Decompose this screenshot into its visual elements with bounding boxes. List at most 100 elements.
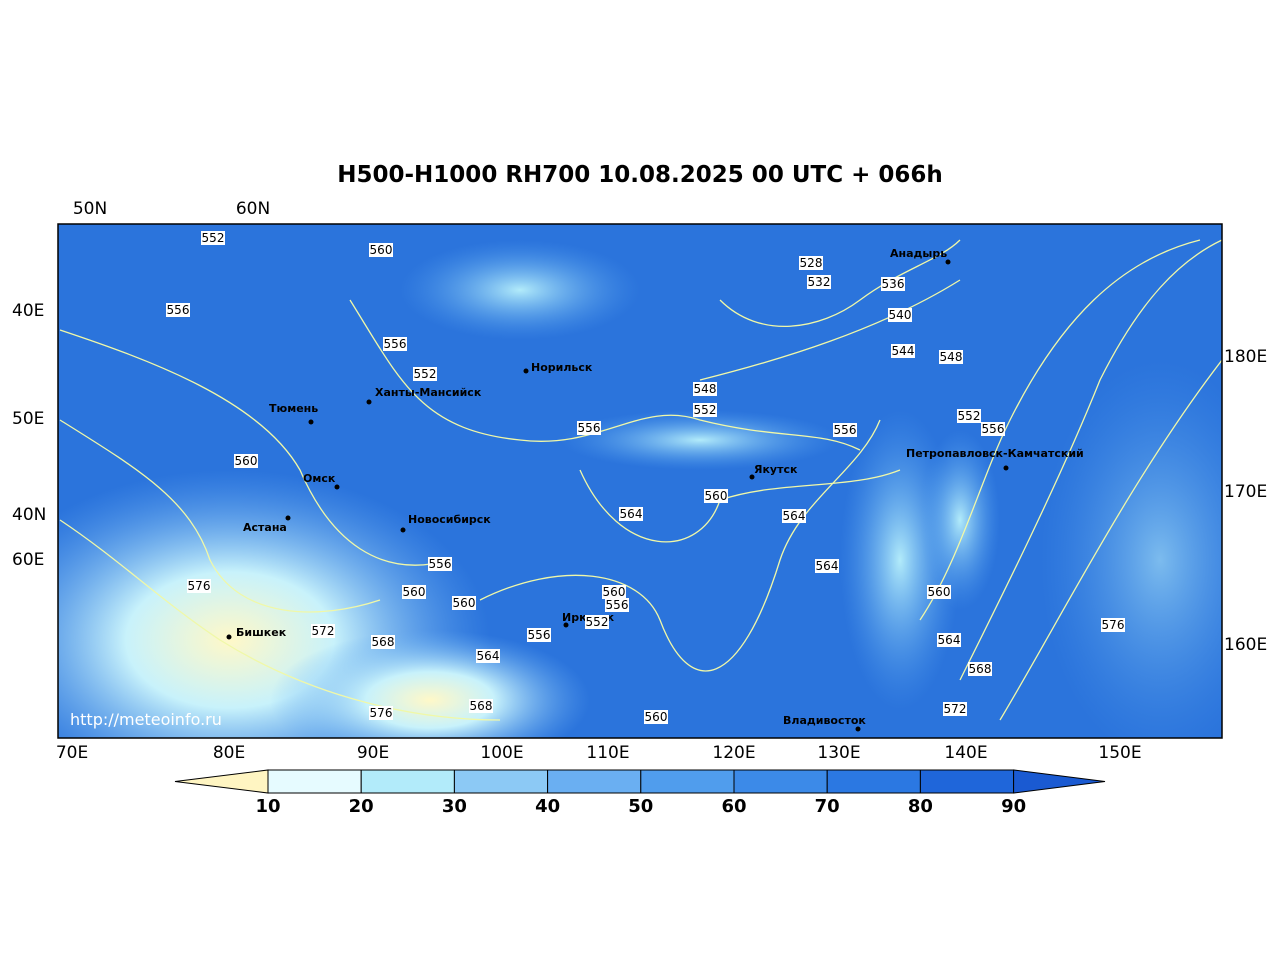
coord-label: 60N [236, 199, 270, 219]
contour-label-bg [815, 559, 839, 573]
contour-label-bg [968, 662, 992, 676]
colorbar-segment [826, 769, 921, 794]
contour-label-bg [605, 598, 629, 612]
contour-label-bg [383, 337, 407, 351]
coord-label: 150E [1098, 743, 1141, 763]
city-label: Ханты-Мансийск [375, 386, 482, 399]
map-frame [57, 223, 1223, 739]
colorbar-segment [453, 769, 549, 794]
contour-label: 552 [202, 231, 225, 245]
contour-label: 556 [834, 423, 857, 437]
contour-label-bg [577, 421, 601, 435]
contour-label: 552 [694, 403, 717, 417]
city-label: Астана [243, 521, 287, 534]
contour-label: 540 [889, 308, 912, 322]
coord-label: 180E [1224, 347, 1267, 367]
coord-label: 160E [1224, 635, 1267, 655]
coord-label: 100E [480, 743, 523, 763]
contour-label: 568 [372, 635, 395, 649]
colorbar-tick: 70 [815, 796, 840, 817]
contour-label-bg [602, 585, 626, 599]
colorbar-tick: 50 [628, 796, 653, 817]
colorbar-low [174, 769, 269, 794]
contour-label-bg [402, 585, 426, 599]
contour-label: 560 [235, 454, 258, 468]
coord-label: 130E [817, 743, 860, 763]
contour-label: 568 [969, 662, 992, 676]
contour-label: 560 [603, 585, 626, 599]
contour-label: 560 [370, 243, 393, 257]
colorbar-tick: 30 [442, 796, 467, 817]
city-label: Анадырь [890, 247, 947, 260]
city-dot [226, 634, 232, 640]
colorbar-tick: 80 [908, 796, 933, 817]
contour-label-bg [799, 256, 823, 270]
colorbar-tick: 60 [721, 796, 746, 817]
contour-label-bg [371, 635, 395, 649]
contour-label-bg [957, 409, 981, 423]
contour-label: 552 [958, 409, 981, 423]
city-label: Якутск [754, 463, 798, 476]
colorbar-tick: 90 [1001, 796, 1026, 817]
contour-label: 556 [429, 557, 452, 571]
contour-label: 536 [882, 277, 905, 291]
contour-label-bg [881, 277, 905, 291]
contour-label: 564 [783, 509, 806, 523]
city-label: Омск [303, 472, 336, 485]
contour-label-bg [369, 243, 393, 257]
contour-label-bg [1101, 618, 1125, 632]
contour-label-bg [476, 649, 500, 663]
coord-label: 170E [1224, 482, 1267, 502]
contour-label-bg [369, 706, 393, 720]
map-area [58, 224, 1222, 738]
contour-label-bg [585, 615, 609, 629]
contour-label-bg [693, 382, 717, 396]
contour-label-bg [981, 422, 1005, 436]
contour-label: 576 [188, 579, 211, 593]
city-dot [366, 399, 372, 405]
colorbar-segment [360, 769, 455, 794]
coord-label: 140E [944, 743, 987, 763]
city-dot [285, 515, 291, 521]
colorbar-high [1013, 769, 1106, 794]
contour-label: 556 [528, 628, 551, 642]
contour-label: 572 [312, 624, 335, 638]
map-title: H500-H1000 RH700 10.08.2025 00 UTC + 066… [337, 162, 943, 188]
contour-label-bg [939, 350, 963, 364]
contour-label: 568 [470, 699, 493, 713]
coord-label: 70E [56, 743, 88, 763]
city-dot [523, 368, 529, 374]
contour-label-bg [452, 596, 476, 610]
city-dot [855, 726, 861, 732]
colorbar-tick: 10 [255, 796, 280, 817]
colorbar-tick: 40 [535, 796, 560, 817]
colorbar-segment [919, 769, 1015, 794]
coord-label: 40E [12, 301, 44, 321]
contour-label: 548 [940, 350, 963, 364]
city-label: Норильск [531, 361, 593, 374]
coord-label: 60E [12, 550, 44, 570]
contour-label: 556 [606, 598, 629, 612]
colorbar-tick: 20 [349, 796, 374, 817]
colorbar-segment [547, 769, 642, 794]
colorbar-segment [640, 769, 735, 794]
contour-label: 556 [384, 337, 407, 351]
contour-label: 576 [370, 706, 393, 720]
coord-label: 90E [357, 743, 389, 763]
colorbar-segment [267, 769, 362, 794]
coord-label: 80E [213, 743, 245, 763]
contour-label: 560 [705, 489, 728, 503]
city-dot [334, 484, 340, 490]
contour-label-bg [234, 454, 258, 468]
contour-label: 564 [477, 649, 500, 663]
contour-label-bg [693, 403, 717, 417]
contour-label-bg [644, 710, 668, 724]
contour-label-bg [937, 633, 961, 647]
coord-label: 110E [586, 743, 629, 763]
coord-label: 50E [12, 409, 44, 429]
contour-label: 572 [944, 702, 967, 716]
colorbar-segment [733, 769, 828, 794]
contour-label: 544 [892, 344, 915, 358]
city-label: Петропавловск-Камчатский [906, 447, 1084, 460]
